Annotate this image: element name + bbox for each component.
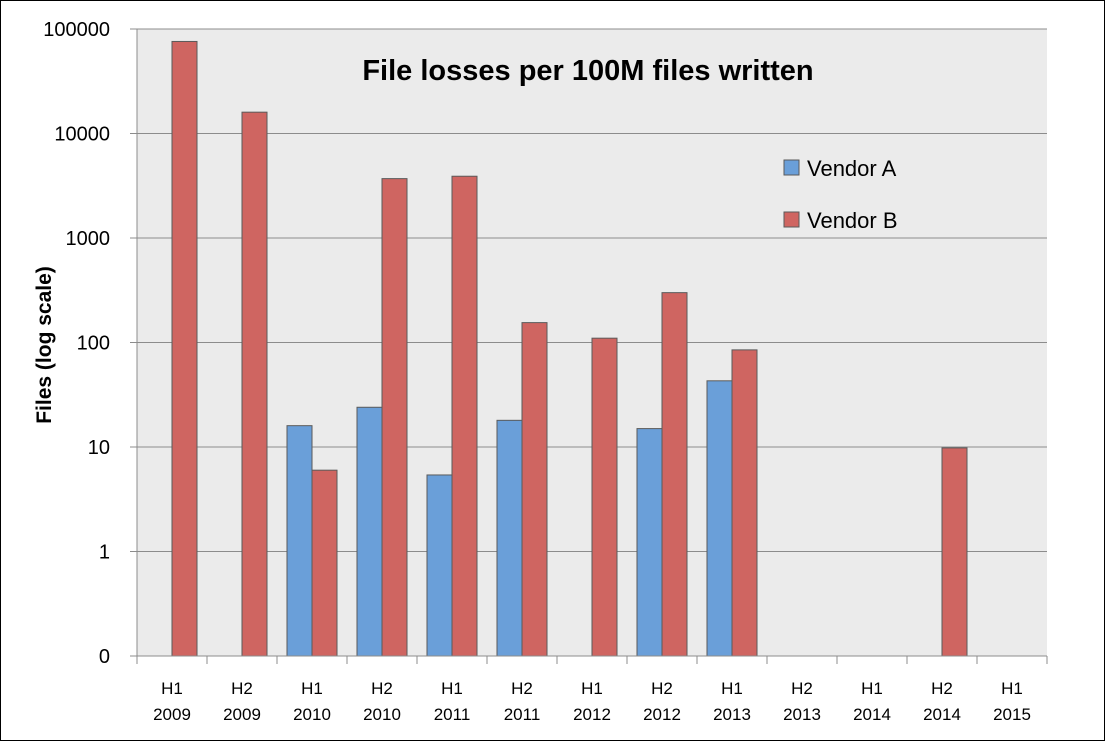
bars [171, 40, 968, 657]
x-tick-label: H1 2013 [713, 679, 751, 724]
x-tick-label: H1 2015 [993, 679, 1031, 724]
bar-vendor-a [636, 428, 663, 657]
bar-vendor-b [311, 469, 338, 657]
bar-vendor-b [591, 337, 618, 657]
y-tick-label: 0 [99, 646, 110, 668]
x-tick-label: H1 2011 [434, 679, 471, 724]
legend: Vendor A Vendor B [783, 156, 898, 233]
bar-vendor-a [426, 474, 453, 657]
y-tick-label: 10000 [54, 124, 110, 146]
x-tick-label: H1 2010 [293, 679, 331, 724]
x-tick-label: H2 2012 [643, 679, 681, 724]
x-tick-labels: H1 2009 H2 2009 H1 2010 H2 2010 H1 2011 H2 2011 H1 20… [153, 679, 1031, 724]
legend-label: Vendor A [807, 156, 897, 181]
y-axis-label: Files (log scale) [33, 266, 56, 424]
y-tick-label: 100 [77, 333, 110, 355]
y-tick-label: 1000 [66, 228, 111, 250]
bar-vendor-b [381, 178, 408, 657]
y-tick-label: 100000 [43, 19, 110, 41]
x-tick-label: H1 2009 [153, 679, 191, 724]
x-tick-label: H2 2009 [223, 679, 261, 724]
bar-vendor-b [731, 349, 758, 657]
legend-swatch [783, 159, 800, 176]
bar-vendor-b [521, 322, 548, 657]
bar-vendor-a [706, 380, 733, 657]
bar-vendor-b [241, 111, 268, 657]
bar-vendor-b [661, 292, 688, 657]
legend-label: Vendor B [807, 208, 898, 233]
bar-vendor-a [496, 419, 523, 657]
x-tick-label: H1 2012 [573, 679, 611, 724]
chart-title: File losses per 100M files written [362, 55, 813, 87]
y-tick-label: 10 [88, 437, 110, 459]
bar-vendor-b [171, 40, 198, 657]
x-tick-label: H2 2010 [363, 679, 401, 724]
x-tick-label: H2 2014 [923, 679, 961, 724]
x-tick-label: H2 2011 [504, 679, 541, 724]
bar-vendor-a [286, 425, 313, 657]
x-tick-label: H1 2014 [853, 679, 891, 724]
bar-vendor-b [451, 175, 478, 657]
y-tick-label: 1 [99, 542, 110, 564]
x-tick-label: H2 2013 [783, 679, 821, 724]
legend-swatch [783, 211, 800, 228]
bar-vendor-b [941, 447, 968, 657]
axes [136, 29, 1048, 664]
bar-vendor-a [356, 406, 383, 657]
